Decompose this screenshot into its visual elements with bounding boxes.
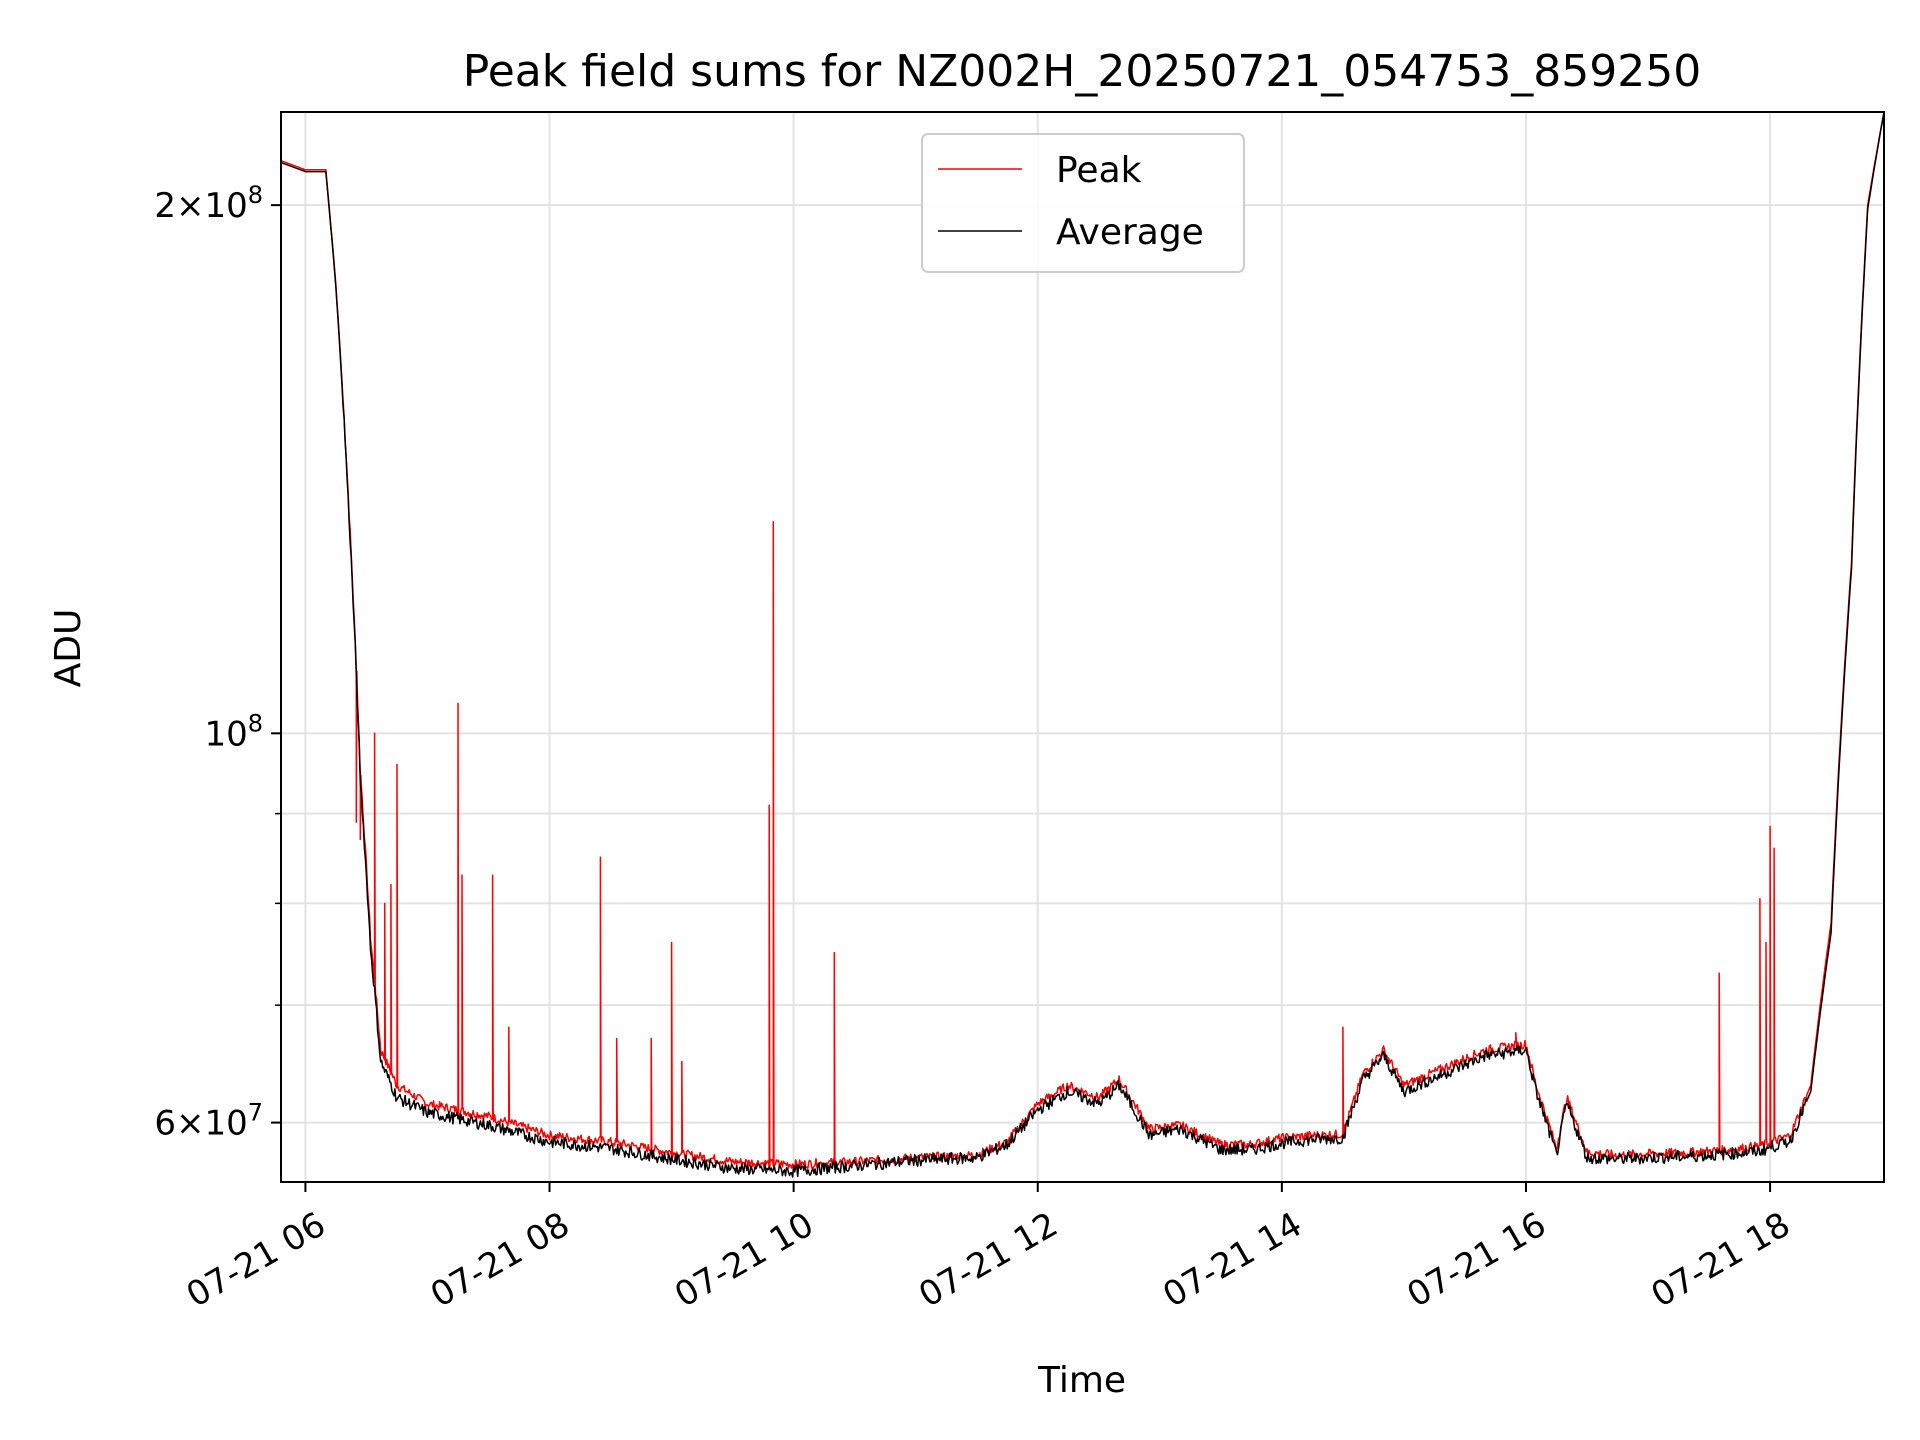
series-lines bbox=[281, 112, 1884, 1178]
legend-label-peak: Peak bbox=[1056, 150, 1142, 191]
y-axis-label: ADU bbox=[48, 609, 89, 688]
legend: Peak Average bbox=[921, 133, 1245, 273]
grid-lines bbox=[281, 112, 1884, 1182]
legend-label-average: Average bbox=[1056, 212, 1204, 253]
series-line-average bbox=[281, 112, 1884, 1178]
plot-frame bbox=[280, 111, 1885, 1183]
y-tick-label: 2×108 bbox=[154, 181, 263, 226]
y-tick-label: 6×107 bbox=[154, 1099, 263, 1144]
y-tick-label: 108 bbox=[204, 709, 263, 754]
x-axis-label: Time bbox=[1037, 1360, 1126, 1401]
chart-title: Peak field sums for NZ002H_20250721_0547… bbox=[463, 46, 1701, 97]
